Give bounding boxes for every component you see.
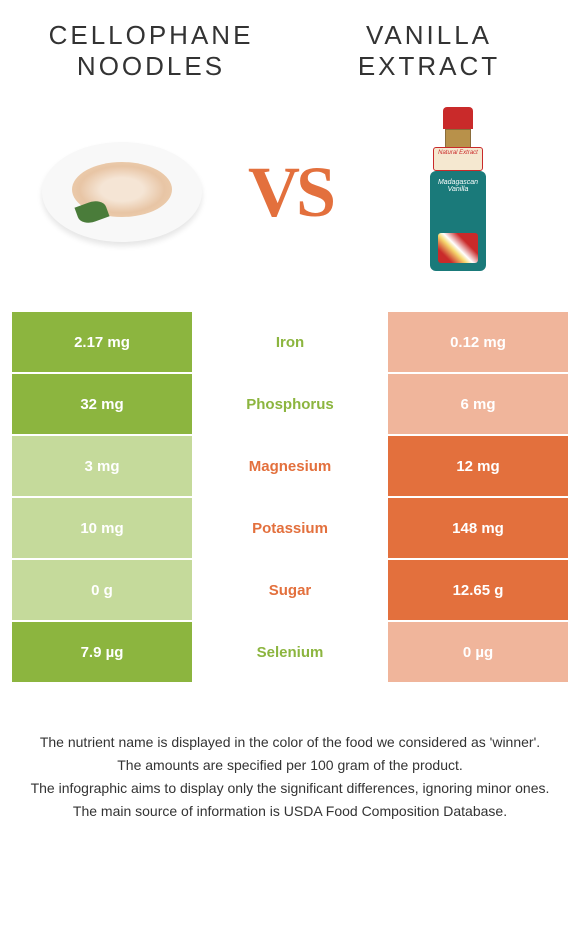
noodles-plate-icon — [42, 142, 202, 242]
left-title-line1: CELLOPHANE — [31, 20, 271, 51]
left-value: 3 mg — [12, 436, 192, 496]
vs-row: VS Natural Extract Madagascan Vanilla — [12, 92, 568, 292]
left-food-image — [32, 102, 212, 282]
bottle-cap-icon — [443, 107, 473, 129]
footer-line2: The amounts are specified per 100 gram o… — [22, 755, 558, 776]
right-value: 0.12 mg — [388, 312, 568, 372]
right-title-line2: EXTRACT — [309, 51, 549, 82]
nutrient-label: Potassium — [192, 520, 388, 537]
right-food-image: Natural Extract Madagascan Vanilla — [368, 102, 548, 282]
vanilla-bottle-icon: Natural Extract Madagascan Vanilla — [428, 107, 488, 277]
right-food-title: VANILLA EXTRACT — [309, 20, 549, 82]
table-row: 2.17 mgIron0.12 mg — [12, 312, 568, 372]
nutrient-label: Sugar — [192, 582, 388, 599]
nutrient-label: Selenium — [192, 644, 388, 661]
right-title-line1: VANILLA — [309, 20, 549, 51]
left-value: 2.17 mg — [12, 312, 192, 372]
right-value: 148 mg — [388, 498, 568, 558]
footer-line3: The infographic aims to display only the… — [22, 778, 558, 799]
nutrient-label: Magnesium — [192, 458, 388, 475]
left-value: 10 mg — [12, 498, 192, 558]
table-row: 10 mgPotassium148 mg — [12, 498, 568, 558]
left-title-line2: NOODLES — [31, 51, 271, 82]
footer: The nutrient name is displayed in the co… — [12, 732, 568, 822]
nutrient-table: 2.17 mgIron0.12 mg32 mgPhosphorus6 mg3 m… — [12, 312, 568, 682]
table-row: 3 mgMagnesium12 mg — [12, 436, 568, 496]
header: CELLOPHANE NOODLES VANILLA EXTRACT — [12, 20, 568, 82]
right-value: 0 µg — [388, 622, 568, 682]
left-value: 7.9 µg — [12, 622, 192, 682]
nutrient-label: Iron — [192, 334, 388, 351]
left-food-title: CELLOPHANE NOODLES — [31, 20, 271, 82]
footer-line1: The nutrient name is displayed in the co… — [22, 732, 558, 753]
bottle-neck-label: Natural Extract — [433, 147, 483, 171]
left-value: 0 g — [12, 560, 192, 620]
table-row: 32 mgPhosphorus6 mg — [12, 374, 568, 434]
vs-text: VS — [248, 151, 332, 234]
footer-line4: The main source of information is USDA F… — [22, 801, 558, 822]
left-value: 32 mg — [12, 374, 192, 434]
right-value: 12 mg — [388, 436, 568, 496]
table-row: 0 gSugar12.65 g — [12, 560, 568, 620]
table-row: 7.9 µgSelenium0 µg — [12, 622, 568, 682]
bottle-body-icon: Madagascan Vanilla — [430, 171, 486, 271]
right-value: 12.65 g — [388, 560, 568, 620]
nutrient-label: Phosphorus — [192, 396, 388, 413]
leaf-icon — [74, 198, 109, 227]
right-value: 6 mg — [388, 374, 568, 434]
